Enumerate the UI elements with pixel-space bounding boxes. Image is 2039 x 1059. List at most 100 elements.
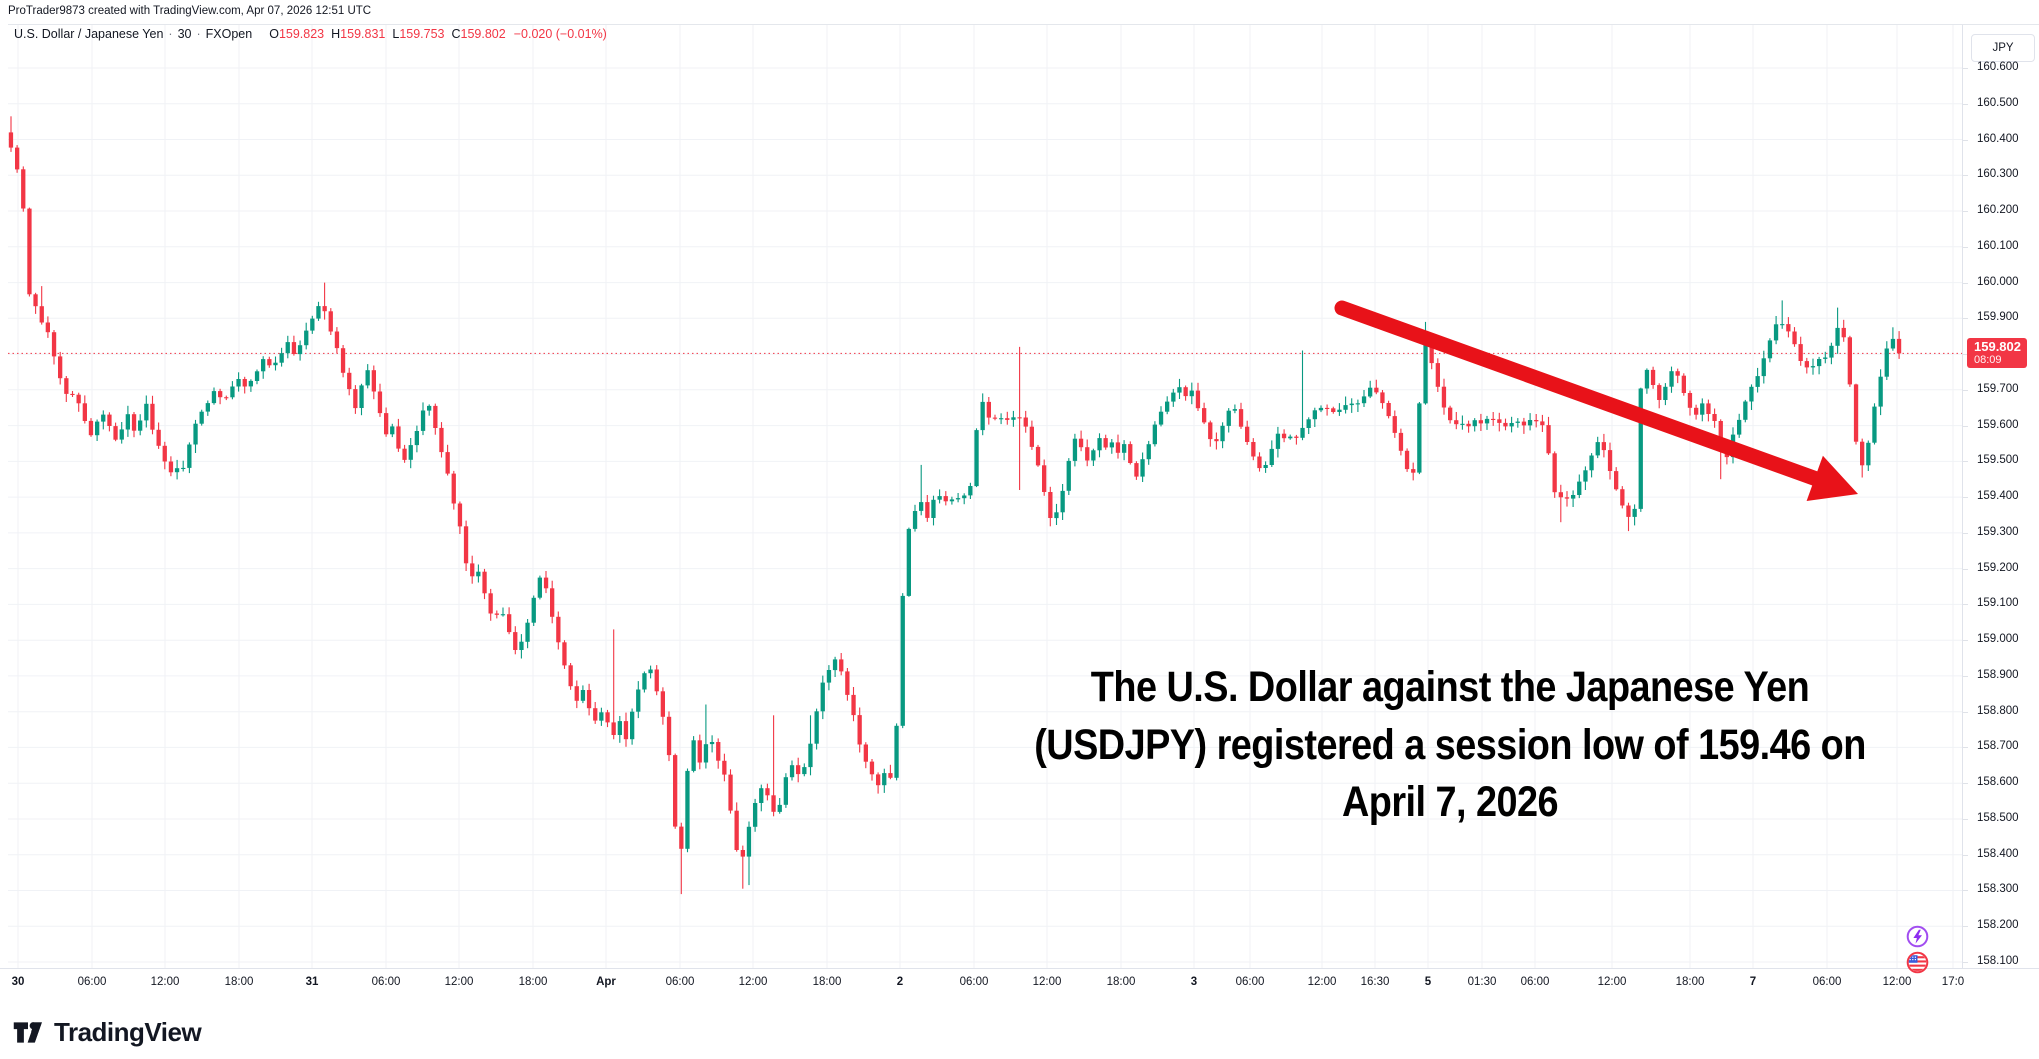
candle: [310, 315, 315, 334]
us-flag-event-icon[interactable]: [1906, 951, 1929, 974]
candle: [1773, 316, 1779, 345]
candle: [691, 736, 696, 773]
time-axis[interactable]: 30 06:00 12:00 18:00 31 06:00 12:00 18:00 Apr 06:…: [0, 968, 2039, 1003]
candle: [1872, 403, 1877, 445]
price-tick-mark: [1963, 389, 1968, 391]
lightning-event-icon[interactable]: [1906, 925, 1929, 948]
candle: [1115, 434, 1121, 459]
price-axis[interactable]: JPY 160.600 160.500 160.400 160.300 160.200 1…: [1962, 25, 2039, 968]
candle: [1484, 415, 1490, 430]
candle: [777, 798, 782, 814]
candle: [1583, 466, 1588, 490]
annotation-line: The U.S. Dollar against the Japanese Yen: [1090, 663, 1810, 711]
candle: [1368, 380, 1373, 399]
candle: [1841, 319, 1846, 342]
symbol-title[interactable]: U.S. Dollar / Japanese Yen: [14, 27, 164, 41]
candle: [1035, 444, 1041, 467]
candle: [1595, 436, 1600, 459]
candle: [107, 412, 112, 432]
candle: [1663, 383, 1668, 406]
candle: [8, 116, 14, 152]
candle: [642, 671, 647, 693]
candle: [1657, 383, 1662, 409]
candle: [1866, 440, 1871, 471]
candle: [377, 383, 383, 417]
time-tick: 5: [1424, 976, 1432, 988]
candle: [1085, 439, 1090, 467]
candle: [1478, 413, 1483, 431]
candle: [1558, 484, 1563, 523]
candle: [162, 441, 167, 470]
candle: [1325, 404, 1330, 416]
candle: [1386, 400, 1391, 419]
time-tick: 06:00: [1520, 976, 1550, 988]
candle: [623, 712, 629, 747]
time-tick: 06:00: [1235, 976, 1265, 988]
price-tick: 158.400: [1977, 847, 2019, 860]
candle: [851, 687, 856, 722]
candle: [1109, 439, 1114, 454]
grid: [8, 25, 1962, 968]
price-tick-mark: [1963, 854, 1968, 856]
candle: [1694, 404, 1699, 420]
candle: [242, 376, 247, 394]
candle: [783, 773, 788, 808]
candle: [1515, 418, 1520, 428]
candle: [427, 404, 432, 416]
time-tick: 12:00: [1882, 976, 1912, 988]
price-tick-mark: [1963, 139, 1968, 141]
candle: [1331, 406, 1336, 414]
candle: [1472, 418, 1477, 432]
price-tick-mark: [1963, 497, 1968, 499]
price-tick-mark: [1963, 675, 1968, 677]
candle: [322, 282, 327, 320]
time-tick: 18:00: [518, 976, 548, 988]
ohlc-label: O: [269, 27, 279, 41]
candle: [1202, 402, 1207, 425]
current-price-tag: 159.802 08:09: [1967, 338, 2027, 369]
price-tick-mark: [1963, 604, 1968, 606]
change-value: −0.020 (−0.01%): [513, 27, 607, 41]
candle: [593, 702, 598, 724]
candle: [1337, 403, 1342, 416]
interval-label[interactable]: 30: [177, 27, 192, 41]
candle: [906, 527, 911, 597]
candle: [630, 708, 635, 745]
candle: [1380, 390, 1385, 409]
candle: [119, 422, 124, 444]
price-tick: 158.800: [1977, 704, 2019, 717]
candle: [673, 753, 678, 829]
candle: [605, 709, 610, 728]
candle: [1540, 414, 1545, 432]
candle: [562, 640, 567, 669]
candle: [88, 418, 94, 437]
price-tick: 158.300: [1977, 883, 2019, 896]
candle: [820, 675, 825, 720]
candle: [82, 395, 87, 424]
time-tick: 3: [1190, 976, 1198, 988]
candle: [1817, 356, 1822, 375]
time-tick: 06:00: [77, 976, 107, 988]
time-tick: 30: [11, 976, 25, 988]
candle: [685, 768, 690, 853]
candle: [1066, 458, 1071, 495]
candle: [1312, 407, 1317, 427]
candle: [254, 369, 260, 385]
candle: [1491, 412, 1496, 426]
candle: [660, 687, 665, 725]
candle: [420, 402, 426, 436]
tradingview-logo[interactable]: TradingView: [13, 1016, 202, 1049]
candle: [1890, 327, 1896, 351]
candle: [451, 470, 456, 510]
price-tick-mark: [1963, 818, 1968, 820]
candle: [1343, 396, 1348, 414]
candle: [285, 335, 290, 359]
candle: [753, 798, 758, 832]
currency-button[interactable]: JPY: [1971, 34, 2035, 62]
candle: [1404, 448, 1410, 472]
candle: [76, 392, 81, 412]
candle: [1860, 438, 1865, 478]
candle: [439, 422, 444, 458]
candle: [519, 634, 524, 659]
